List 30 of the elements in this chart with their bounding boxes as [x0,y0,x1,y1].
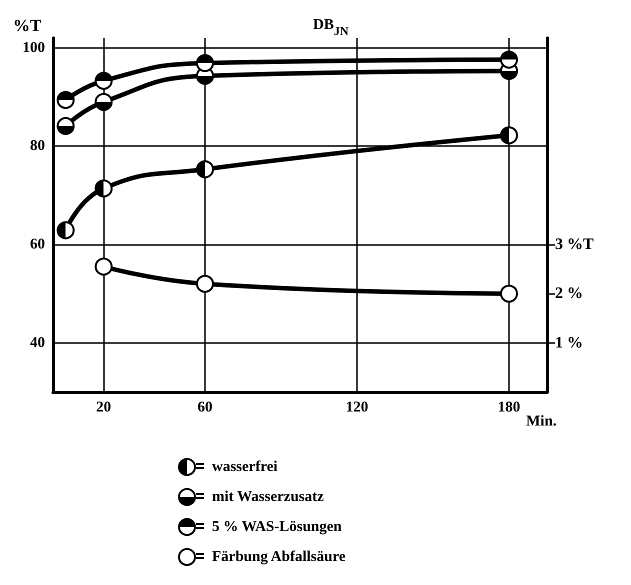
point [94,258,113,276]
legend-label: Färbung Abfallsäure [212,549,346,565]
y-tick-label: 100 [22,40,45,56]
legend-label: wasserfrei [212,459,278,475]
point [56,221,75,240]
legend-label: 5 % WAS-Lösungen [212,519,342,535]
x-axis-title: Min. [526,414,557,430]
point [500,284,518,303]
y-tick-label: 80 [30,138,45,154]
y2-tick-label: 3 %T [555,236,594,253]
y-tick-label: 60 [30,236,45,252]
y-axis-title: %T [13,16,42,35]
y2-tick-label: 2 % [555,285,583,302]
point [500,126,518,144]
point [56,90,75,109]
point [196,160,214,178]
point [94,179,113,198]
x-tick-label: 20 [96,400,112,416]
point [196,54,214,72]
x-tick-label: 180 [498,400,520,416]
legend-label: mit Wasserzusatz [212,489,324,505]
point [56,117,75,136]
y2-tick-label: 1 % [555,334,583,352]
point [94,92,113,111]
x-tick-label: 120 [346,400,368,416]
y-tick-label: 40 [30,334,45,351]
point [94,72,113,90]
point [196,274,214,293]
x-tick-label: 60 [198,400,212,416]
point [500,50,518,69]
